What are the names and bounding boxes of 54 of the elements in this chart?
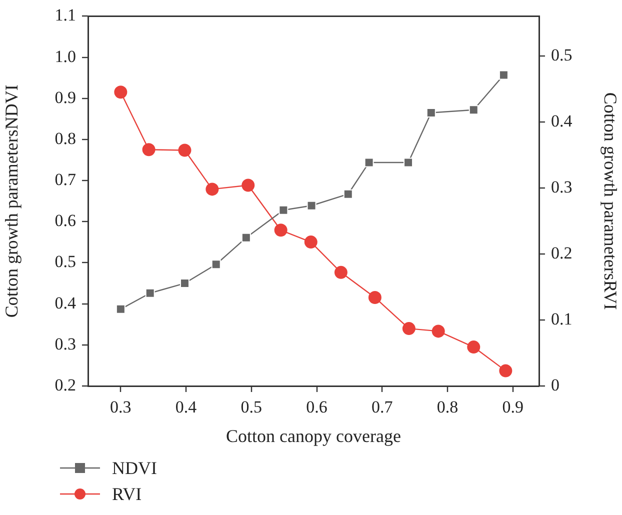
point xyxy=(468,105,478,115)
x-tick-label: 0.5 xyxy=(240,398,262,417)
point xyxy=(274,224,288,237)
point xyxy=(211,260,221,270)
point xyxy=(426,108,436,118)
y-tick-label: 0.9 xyxy=(54,88,76,107)
y2-tick-label: 0.2 xyxy=(551,243,572,262)
y-tick-label: 1.1 xyxy=(54,6,76,25)
point xyxy=(304,236,318,249)
point xyxy=(404,158,414,168)
y2-tick-label: 0 xyxy=(551,375,560,394)
x-tick-label: 0.4 xyxy=(175,398,198,417)
y2-tick-label: 0.3 xyxy=(551,177,572,196)
legend-label: RVI xyxy=(112,484,142,504)
y-axis-title: Cotton growth parametersNDVI xyxy=(2,84,22,318)
point xyxy=(278,205,288,215)
point xyxy=(145,288,155,298)
point xyxy=(242,178,255,192)
point xyxy=(334,266,348,279)
y-tick-label: 0.6 xyxy=(54,211,76,230)
point xyxy=(142,143,156,156)
y-tick-label: 0.7 xyxy=(54,170,76,190)
point xyxy=(178,144,192,157)
point xyxy=(116,304,126,314)
legend-label: NDVI xyxy=(112,458,157,478)
x-axis-title: Cotton canopy coverage xyxy=(226,426,401,446)
point xyxy=(343,189,353,199)
point xyxy=(368,291,382,304)
point xyxy=(467,340,480,354)
point xyxy=(241,232,251,242)
point xyxy=(364,158,374,168)
point xyxy=(499,364,512,378)
y2-axis-title: Cotton growth parametersRVI xyxy=(600,92,620,310)
x-tick-label: 0.8 xyxy=(436,398,458,417)
x-tick-label: 0.3 xyxy=(110,398,132,417)
y2-tick-label: 0.5 xyxy=(551,45,572,64)
point xyxy=(206,182,219,196)
x-tick-label: 0.6 xyxy=(306,398,328,417)
y2-tick-label: 0.4 xyxy=(551,111,573,130)
point xyxy=(180,278,190,288)
x-tick-label: 0.7 xyxy=(372,398,394,417)
y-tick-label: 0.4 xyxy=(54,293,76,312)
y2-tick-label: 0.1 xyxy=(551,309,572,328)
y-tick-label: 1.0 xyxy=(54,46,76,66)
point xyxy=(402,322,416,336)
x-tick-label: 0.9 xyxy=(502,398,524,417)
y-tick-label: 0.2 xyxy=(54,375,76,394)
y-tick-label: 0.8 xyxy=(54,128,76,148)
point xyxy=(432,324,445,338)
point xyxy=(306,200,316,210)
point xyxy=(114,86,128,99)
point xyxy=(498,70,508,80)
y-tick-label: 0.3 xyxy=(54,334,76,354)
y-tick-label: 0.5 xyxy=(54,252,76,272)
